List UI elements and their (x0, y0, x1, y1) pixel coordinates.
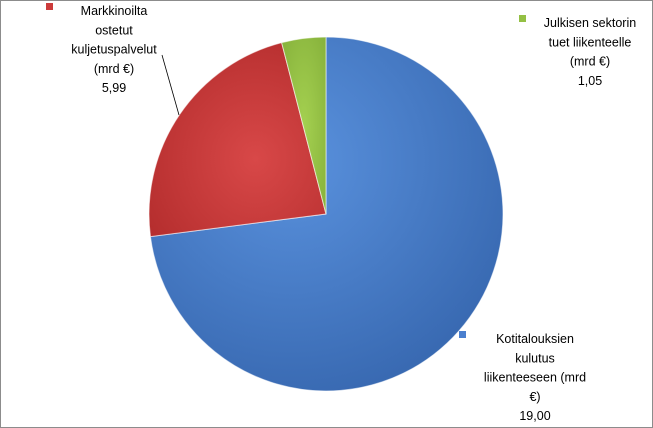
data-label-text: tuet liikenteelle (549, 35, 632, 49)
leader-line (161, 54, 180, 116)
pie-slice-0 (149, 36, 504, 392)
data-label-text: ostetut (95, 23, 133, 37)
legend-marker-0 (459, 331, 466, 338)
data-label-text: (mrd €) (94, 62, 134, 76)
legend-marker-1 (46, 3, 53, 10)
data-label-text: Markkinoilta (81, 4, 148, 18)
data-label-text: €) (529, 390, 540, 404)
data-label-text: kuljetuspalvelut (71, 43, 157, 57)
data-label-text: (mrd €) (570, 55, 610, 69)
legend-marker-2 (519, 15, 526, 22)
data-label-value: 19,00 (519, 409, 550, 423)
data-label-text: liikenteeseen (mrd (484, 371, 586, 385)
data-label-text: kulutus (515, 351, 555, 365)
data-label-text: Kotitalouksien (496, 332, 574, 346)
pie-slice-2 (281, 36, 327, 215)
pie-slice-1 (148, 42, 327, 238)
data-label-value: 1,05 (578, 74, 602, 88)
data-label-text: Julkisen sektorin (544, 16, 636, 30)
data-label-value: 5,99 (102, 81, 126, 95)
